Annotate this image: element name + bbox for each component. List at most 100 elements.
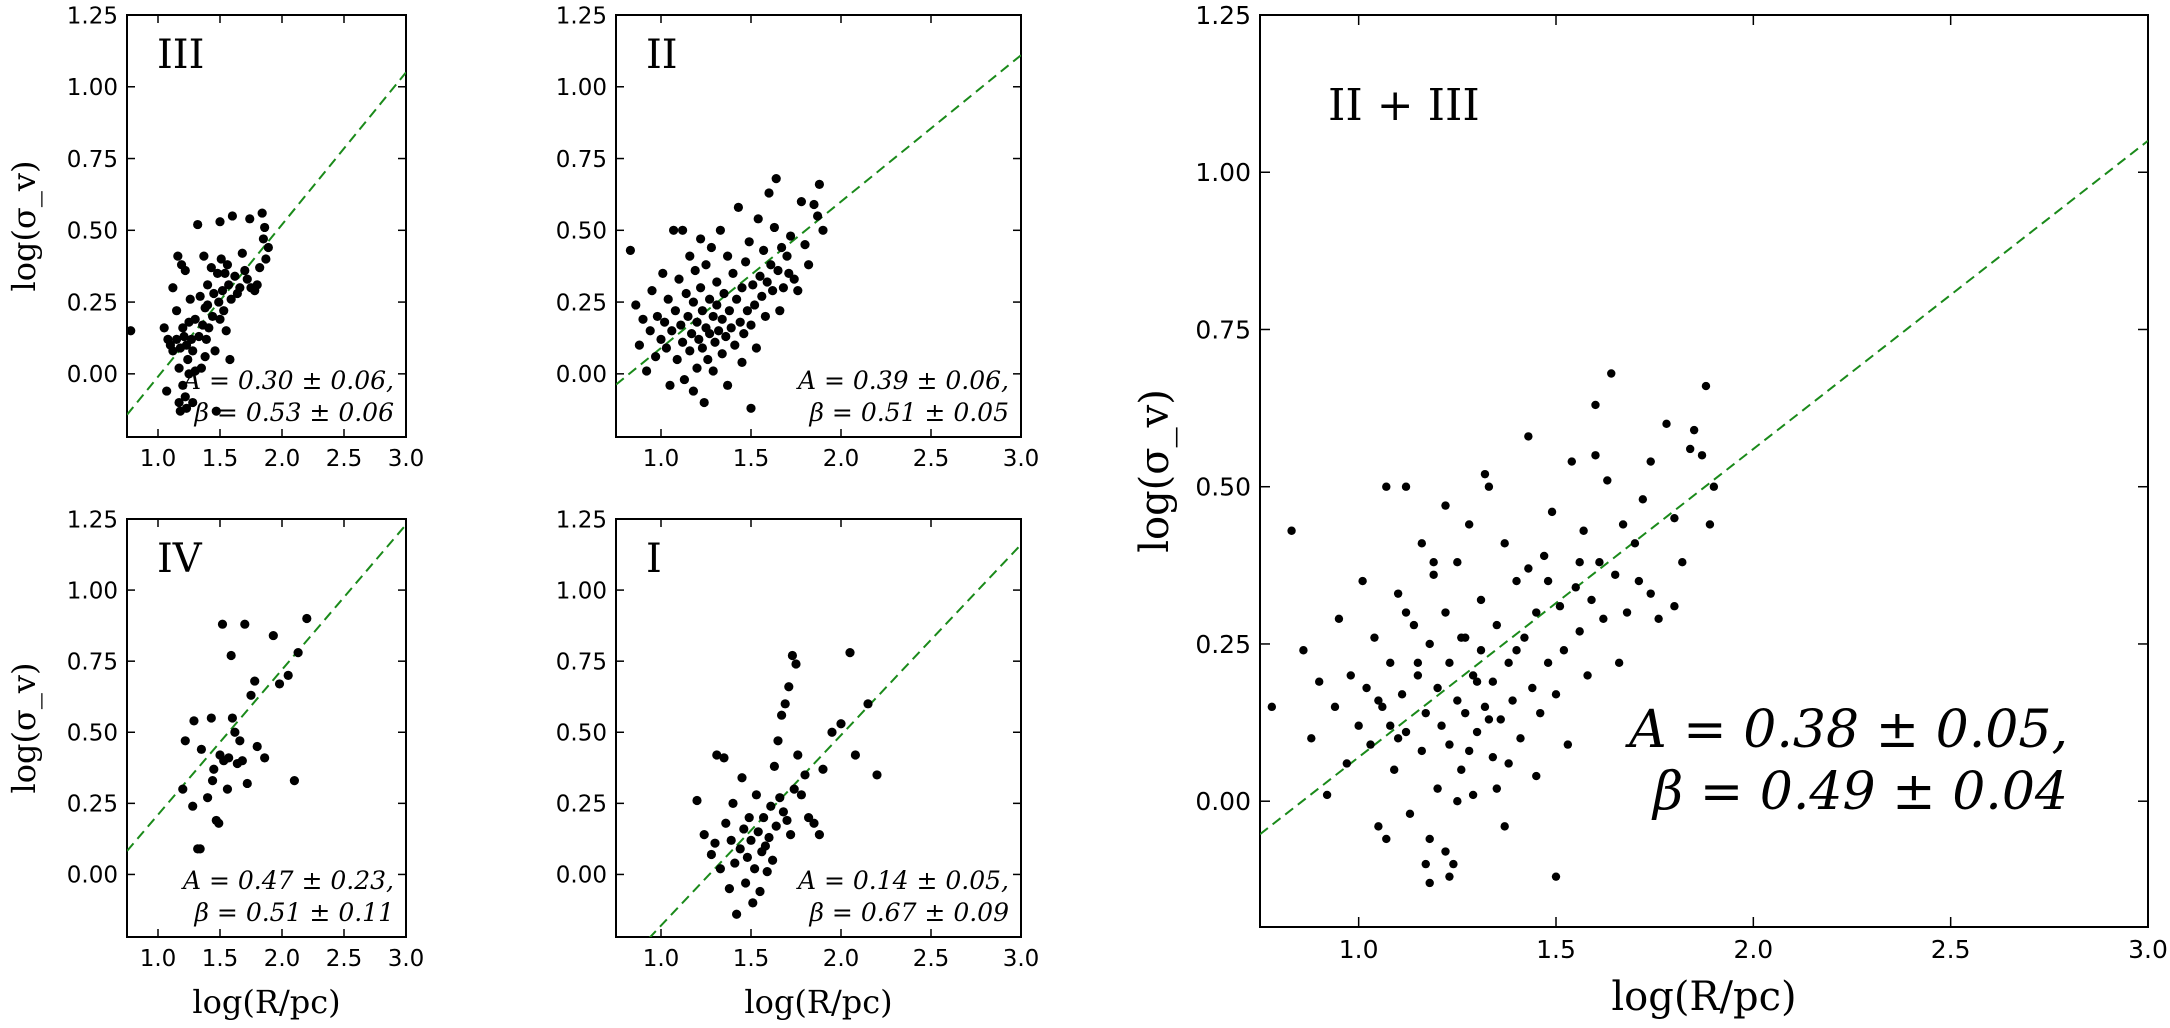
data-point bbox=[1532, 608, 1541, 617]
data-point bbox=[1453, 558, 1462, 567]
data-point bbox=[1397, 690, 1407, 699]
y-tick-label: 0.00 bbox=[556, 863, 607, 889]
data-point bbox=[748, 898, 758, 908]
data-point bbox=[1670, 602, 1679, 611]
data-point bbox=[768, 285, 778, 296]
data-point bbox=[1618, 520, 1628, 529]
data-point bbox=[688, 386, 699, 396]
data-point bbox=[1417, 539, 1427, 548]
x-tick-label: 3.0 bbox=[2128, 935, 2168, 964]
annotation-amplitude: A = 0.39 ± 0.06, bbox=[796, 366, 1009, 395]
panel-title: I bbox=[646, 536, 662, 582]
data-point bbox=[762, 277, 772, 287]
y-tick-label: 1.00 bbox=[556, 75, 607, 101]
data-point bbox=[302, 613, 312, 624]
data-point bbox=[1532, 771, 1541, 781]
data-point bbox=[1307, 734, 1316, 743]
data-point bbox=[215, 217, 225, 227]
y-tick-label: 0.25 bbox=[67, 290, 118, 316]
data-point bbox=[683, 311, 693, 322]
data-point bbox=[777, 242, 787, 253]
data-point bbox=[1579, 526, 1588, 535]
data-point bbox=[174, 397, 184, 408]
data-point bbox=[224, 280, 234, 290]
data-point bbox=[681, 288, 691, 299]
data-point bbox=[717, 349, 727, 359]
panel-title: II bbox=[646, 32, 678, 78]
data-point bbox=[1543, 576, 1553, 586]
data-point bbox=[1374, 822, 1383, 831]
data-point bbox=[179, 331, 189, 342]
annotation-amplitude: A = 0.14 ± 0.05, bbox=[796, 866, 1009, 895]
data-point bbox=[196, 744, 206, 754]
x-tick-label: 1.5 bbox=[202, 446, 239, 472]
data-point bbox=[1421, 708, 1430, 718]
data-point bbox=[638, 314, 648, 324]
data-point bbox=[1500, 539, 1509, 548]
data-point bbox=[1382, 482, 1391, 491]
data-point bbox=[737, 357, 747, 367]
data-point bbox=[1453, 797, 1462, 806]
plot-frame bbox=[126, 518, 407, 938]
data-point bbox=[1607, 369, 1616, 378]
data-point bbox=[1567, 457, 1576, 466]
data-point bbox=[1441, 608, 1450, 617]
data-point bbox=[242, 274, 252, 284]
data-point bbox=[1583, 671, 1592, 680]
data-point bbox=[791, 659, 801, 669]
data-point bbox=[699, 397, 709, 408]
data-point bbox=[188, 801, 198, 811]
data-point bbox=[1484, 482, 1494, 491]
data-point bbox=[741, 878, 751, 888]
x-tick-label: 3.0 bbox=[1003, 946, 1040, 972]
data-point bbox=[1449, 859, 1458, 869]
data-point bbox=[818, 225, 828, 235]
data-point bbox=[760, 841, 771, 851]
data-point bbox=[1480, 702, 1490, 712]
data-point bbox=[185, 294, 195, 304]
data-point bbox=[1330, 702, 1340, 712]
data-point bbox=[769, 222, 780, 233]
data-point bbox=[1539, 551, 1549, 561]
y-tick-label: 0.75 bbox=[556, 147, 607, 173]
data-point bbox=[1425, 834, 1434, 844]
data-point bbox=[274, 679, 285, 689]
data-point bbox=[706, 849, 717, 860]
data-point bbox=[732, 909, 742, 919]
data-point bbox=[1595, 558, 1604, 567]
data-point bbox=[796, 790, 807, 800]
data-point bbox=[211, 406, 221, 416]
data-point bbox=[1508, 696, 1517, 705]
data-point bbox=[685, 251, 695, 261]
data-point bbox=[692, 363, 702, 373]
data-point bbox=[1461, 708, 1470, 718]
data-point bbox=[836, 719, 846, 729]
data-point bbox=[1528, 683, 1537, 693]
y-tick-label: 0.25 bbox=[556, 290, 607, 316]
y-tick-label: 0.75 bbox=[67, 147, 118, 173]
data-point bbox=[200, 352, 210, 362]
data-point bbox=[739, 329, 749, 339]
data-point bbox=[642, 366, 652, 376]
data-point bbox=[656, 334, 666, 344]
data-point bbox=[260, 753, 270, 763]
data-point bbox=[1476, 646, 1486, 655]
data-point bbox=[784, 268, 794, 278]
x-tick-label: 1.0 bbox=[643, 446, 680, 472]
data-point bbox=[759, 812, 769, 823]
data-point bbox=[195, 291, 205, 301]
data-point bbox=[712, 277, 722, 287]
data-point bbox=[178, 323, 188, 333]
data-point bbox=[181, 403, 192, 413]
panel-IV: IV A = 0.47 ± 0.23, β = 0.51 ± 0.11 log(… bbox=[5, 507, 424, 1021]
data-point bbox=[1287, 526, 1296, 535]
data-point bbox=[1678, 558, 1687, 567]
data-point bbox=[1524, 564, 1533, 573]
y-tick-label: 0.50 bbox=[67, 721, 118, 747]
data-point bbox=[1516, 734, 1525, 743]
data-point bbox=[1453, 696, 1462, 705]
data-point bbox=[1445, 740, 1454, 749]
data-point bbox=[687, 329, 697, 339]
annotation-slope: β = 0.51 ± 0.11 bbox=[194, 898, 394, 927]
data-point bbox=[1536, 708, 1545, 718]
